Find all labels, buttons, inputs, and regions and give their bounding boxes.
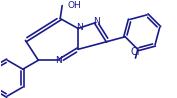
Text: Cl: Cl [131,47,140,57]
Text: N: N [76,23,82,32]
Text: OH: OH [67,1,81,10]
Text: N: N [94,17,100,26]
Text: N: N [55,56,62,65]
